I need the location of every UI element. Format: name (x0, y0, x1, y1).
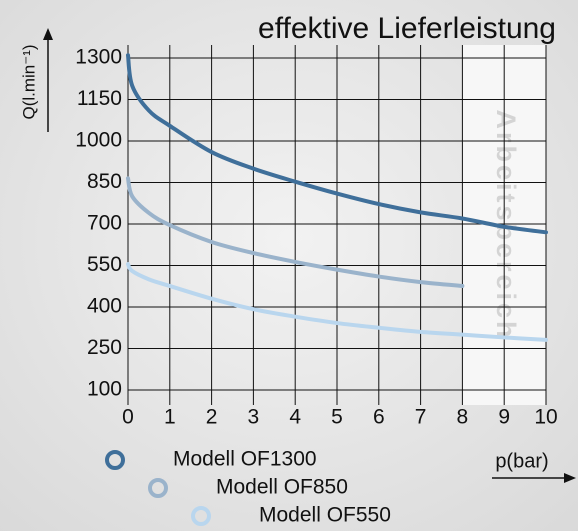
y-tick-label: 550 (87, 253, 122, 276)
x-axis-label: p(bar) (495, 450, 548, 472)
y-tick-label: 1150 (77, 87, 122, 110)
line (126, 262, 548, 342)
y-tick-label: 1000 (75, 129, 122, 152)
x-tick-label: 5 (331, 406, 343, 429)
x-tick-label: 9 (498, 406, 510, 429)
y-tick-label: 850 (87, 170, 122, 193)
x-tick-label: 0 (122, 406, 134, 429)
line (126, 176, 465, 288)
chart-title: effektive Lieferleistung (258, 12, 556, 45)
x-tick-label: 3 (248, 406, 260, 429)
legend-label: Modell OF1300 (173, 448, 317, 471)
y-tick-label: 100 (87, 378, 122, 401)
x-arrow-head (564, 473, 576, 483)
x-tick-label: 1 (164, 406, 176, 429)
legend-label: Modell OF850 (216, 476, 348, 499)
x-tick-label: 10 (534, 406, 557, 429)
legend-marker (105, 450, 125, 470)
line (126, 53, 548, 235)
x-tick-label: 2 (206, 406, 218, 429)
x-tick-label: 7 (415, 406, 427, 429)
legend-marker (191, 506, 211, 526)
y-axis-label: Q(l.min⁻¹) (19, 44, 38, 119)
y-tick-label: 400 (87, 295, 122, 318)
x-tick-label: 6 (373, 406, 385, 429)
y-tick-label: 1300 (75, 46, 122, 69)
legend-label: Modell OF550 (259, 504, 391, 527)
x-tick-label: 4 (289, 406, 301, 429)
legend-marker (148, 478, 168, 498)
x-tick-label: 8 (457, 406, 469, 429)
y-tick-label: 700 (87, 212, 122, 235)
y-tick-label: 250 (87, 336, 122, 359)
y-arrow-head (43, 28, 53, 40)
